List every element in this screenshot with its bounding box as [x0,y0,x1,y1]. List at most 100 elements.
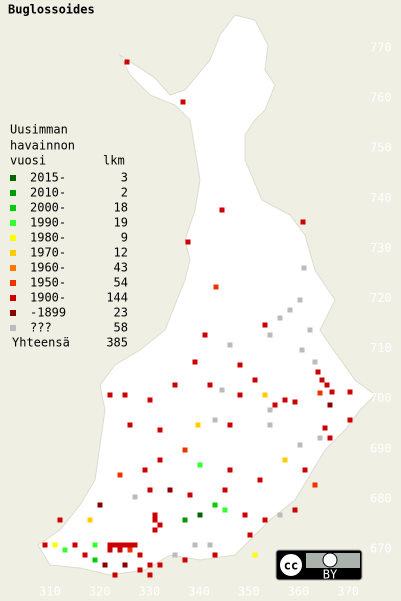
legend-count-heading: lkm [103,154,125,168]
observation-square [197,512,203,518]
legend: 2015- 3 2010- 2 2000- 18 1990- 19 1980- 9 1970- 12 1… [10,171,128,350]
observation-square [182,517,188,523]
observation-square [180,99,186,105]
observation-square [324,382,330,388]
observation-square [122,542,128,548]
observation-square [185,239,191,245]
y-axis-label: 700 [370,391,392,405]
total-label: Yhteensä [12,336,70,350]
observation-square [227,467,233,473]
observation-square [122,562,128,568]
observation-square [267,332,273,338]
observation-square [257,477,263,483]
observation-square [227,422,233,428]
observation-square [182,447,188,453]
observation-square [157,457,163,463]
observation-square [262,517,268,523]
legend-label: 1970- [30,246,66,260]
observation-square [187,492,193,498]
observation-square [292,399,298,405]
y-axis-label: 760 [370,91,392,105]
observation-square [117,542,123,548]
legend-swatch [10,175,16,181]
legend-label: -1899 [30,306,66,320]
legend-label: 1950- [30,276,66,290]
legend-heading: havainnon [10,139,75,153]
observation-square [82,552,88,558]
observation-square [219,387,225,393]
observation-square [172,552,178,558]
observation-square [252,552,258,558]
observation-square [207,382,213,388]
observation-square [329,389,335,395]
observation-square [127,422,133,428]
observation-square [192,542,198,548]
observation-square [112,572,118,578]
observation-square [237,392,243,398]
observation-square [327,402,333,408]
legend-swatch [10,310,16,316]
observation-square [227,342,233,348]
legend-count: 58 [114,321,128,335]
legend-label: ??? [30,321,52,335]
legend-label: 1980- [30,231,66,245]
observation-square [287,307,293,313]
observation-square [212,552,218,558]
observation-square [297,442,303,448]
observation-square [315,369,321,375]
observation-square [347,389,353,395]
axis-labels: 770 760 750 740 730 720 710 700 690 680 670 310 320 3… [39,41,392,599]
observation-square [72,542,78,548]
observation-square [247,532,253,538]
observation-square [212,502,218,508]
total-count: 385 [106,336,128,350]
legend-count: 3 [121,171,128,185]
observation-square [97,502,103,508]
observation-square [222,487,228,493]
legend-count: 12 [114,246,128,260]
legend-swatch [10,295,16,301]
legend-count: 144 [106,291,128,305]
observation-square [157,562,163,568]
observation-square [307,327,313,333]
observation-square [127,542,133,548]
observation-square [322,425,328,431]
legend-count: 19 [114,216,128,230]
observation-square [122,392,128,398]
x-axis-label: 330 [139,585,161,599]
cc-icon: cc [284,559,298,573]
y-axis-label: 690 [370,441,392,455]
y-axis-label: 670 [370,542,392,556]
legend-swatch [10,325,16,331]
legend-label: 2015- [30,171,66,185]
observation-square [112,542,118,548]
legend-heading: vuosi [10,154,46,168]
observation-square [212,417,218,423]
observation-squares [42,59,353,578]
legend-count: 43 [114,261,128,275]
legend-swatch [10,220,16,226]
observation-square [317,390,323,396]
legend-label: 1990- [30,216,66,230]
finland-outline [37,14,376,576]
observation-square [267,422,273,428]
y-axis-label: 710 [370,341,392,355]
observation-square [147,397,153,403]
observation-square [282,457,288,463]
observation-square [207,542,213,548]
x-axis-label: 310 [39,585,61,599]
observation-square [42,542,48,548]
observation-square [301,265,307,271]
observation-square [299,347,305,353]
observation-square [222,507,228,513]
observation-square [87,517,93,523]
legend-swatch [10,235,16,241]
observation-square [292,507,298,513]
legend-swatch [10,205,16,211]
observation-square [167,487,173,493]
observation-square [157,427,163,433]
observation-square [92,557,98,563]
y-axis-label: 680 [370,491,392,505]
observation-square [157,522,163,528]
observation-square [137,567,143,573]
